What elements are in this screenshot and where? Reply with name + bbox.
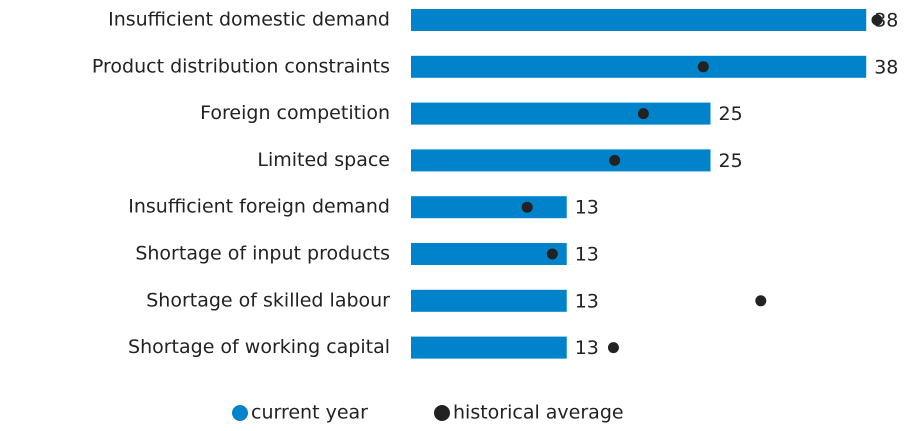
average-dot: [609, 154, 621, 166]
data-label: 13: [575, 337, 599, 359]
category-label: Limited space: [257, 149, 390, 171]
category-label: Shortage of skilled labour: [146, 289, 390, 311]
category-label: Insufficient foreign demand: [128, 196, 390, 218]
legend-label: historical average: [453, 402, 624, 424]
data-label: 13: [575, 290, 599, 312]
bar: [411, 196, 567, 219]
data-label: 13: [575, 244, 599, 266]
data-label: 13: [575, 197, 599, 219]
bar: [411, 243, 567, 265]
bar: [411, 55, 867, 78]
average-dot: [871, 14, 883, 26]
average-dot: [521, 201, 533, 213]
data-label: 25: [718, 150, 742, 172]
average-dot: [607, 342, 619, 354]
legend-swatch: [434, 405, 450, 421]
legend-swatch: [232, 405, 248, 421]
data-label: 38: [874, 10, 898, 32]
bar: [411, 9, 867, 31]
category-label: Shortage of working capital: [128, 336, 390, 358]
bar: [411, 336, 567, 359]
average-dot: [755, 295, 767, 307]
bar: [411, 149, 711, 172]
category-label: Insufficient domestic demand: [108, 9, 390, 31]
average-dot: [697, 61, 709, 73]
average-dot: [546, 248, 558, 260]
legend-label: current year: [251, 402, 368, 424]
category-label: Shortage of input products: [135, 243, 390, 265]
bar: [411, 289, 567, 312]
data-label: 38: [874, 56, 898, 78]
category-label: Product distribution constraints: [92, 55, 390, 77]
average-dot: [637, 108, 649, 120]
category-label: Foreign competition: [200, 102, 390, 124]
data-label: 25: [718, 103, 742, 125]
bar: [411, 102, 711, 125]
